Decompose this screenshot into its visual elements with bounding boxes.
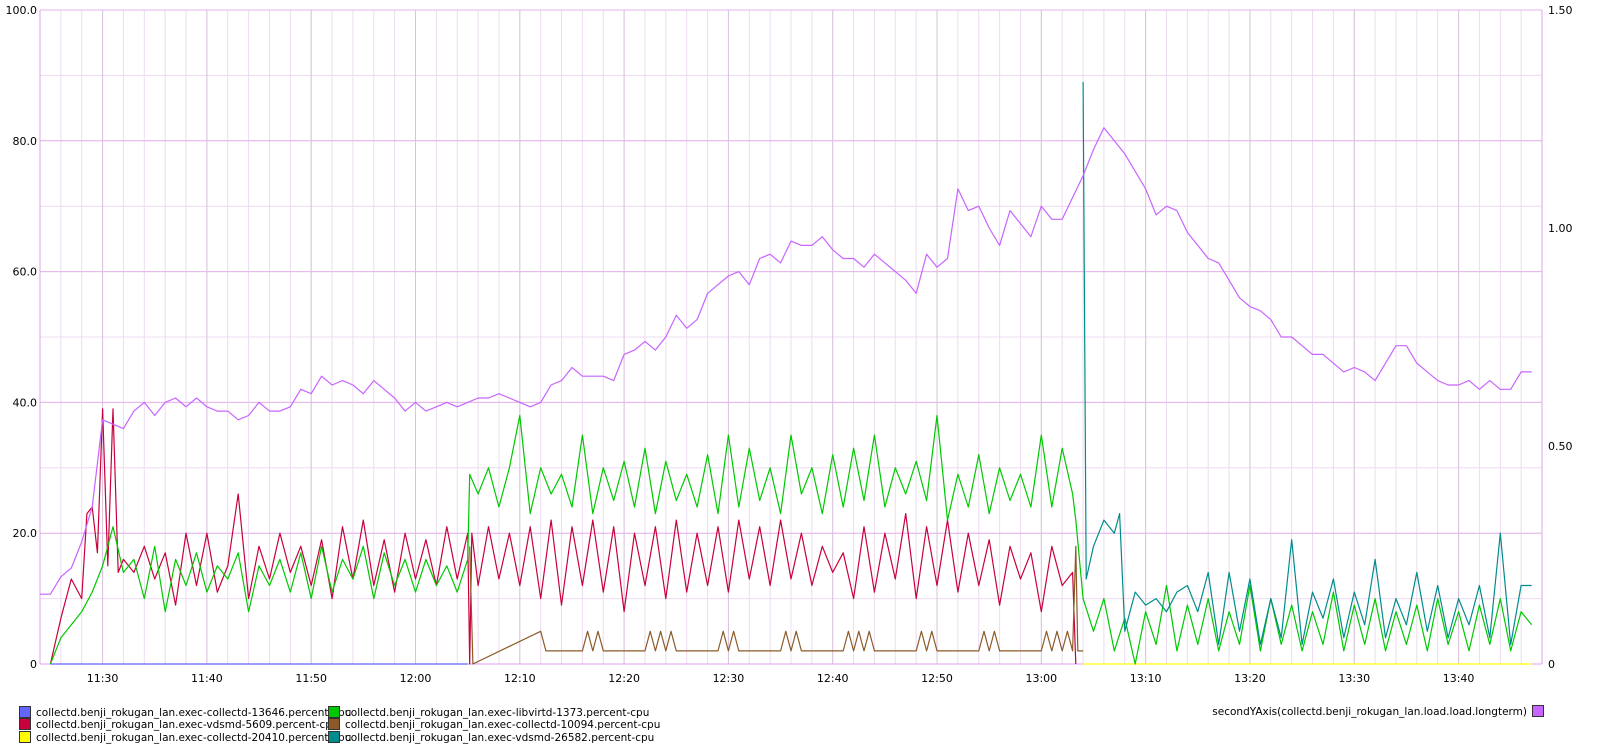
line-chart: 0 20.0 40.0 60.0 80.0 100.0 0 0.50 1.00 1.50 11:30…: [6, 4, 1573, 685]
y-left-tick-label: 0: [30, 658, 37, 671]
y-left-tick-label: 20.0: [13, 527, 38, 540]
legend-label: collectd.benji_rokugan_lan.exec-collectd…: [36, 707, 352, 719]
legend-label: collectd.benji_rokugan_lan.exec-collectd…: [36, 732, 352, 744]
y-left-tick-label: 40.0: [13, 396, 38, 409]
series-line-5: [469, 545, 1084, 665]
x-tick-label: 12:50: [921, 672, 953, 685]
x-tick-label: 13:20: [1234, 672, 1266, 685]
x-tick-label: 13:30: [1338, 672, 1370, 685]
legend-label: collectd.benji_rokugan_lan.exec-vdsmd-26…: [345, 732, 655, 744]
x-tick-label: 12:00: [400, 672, 432, 685]
y-right-tick-label: 1.00: [1548, 222, 1573, 235]
x-tick-label: 12:20: [608, 672, 640, 685]
legend-item: collectd.benji_rokugan_lan.exec-collectd…: [19, 731, 351, 744]
legend-item: collectd.benji_rokugan_lan.exec-vdsmd-56…: [19, 718, 339, 731]
legend: collectd.benji_rokugan_lan.exec-collectd…: [0, 705, 1613, 755]
legend-swatch: [1532, 705, 1544, 717]
series-line-2: [49, 408, 1077, 665]
legend-item: collectd.benji_rokugan_lan.exec-vdsmd-26…: [328, 731, 654, 744]
y-left-tick-label: 80.0: [13, 135, 38, 148]
legend-label: collectd.benji_rokugan_lan.exec-libvirtd…: [345, 707, 650, 719]
x-tick-label: 13:10: [1130, 672, 1162, 685]
legend-item: collectd.benji_rokugan_lan.exec-libvirtd…: [328, 706, 649, 719]
legend-swatch: [19, 718, 31, 730]
x-tick-label: 12:30: [713, 672, 745, 685]
tick-labels: 0 20.0 40.0 60.0 80.0 100.0 0 0.50 1.00 1.50 11:30…: [6, 4, 1573, 685]
x-tick-label: 13:00: [1025, 672, 1057, 685]
series-lines: [40, 81, 1533, 665]
x-tick-label: 12:10: [504, 672, 536, 685]
x-tick-label: 11:30: [87, 672, 119, 685]
legend-label: secondYAxis(collectd.benji_rokugan_lan.l…: [1212, 706, 1527, 718]
y-left-tick-label: 60.0: [13, 266, 38, 279]
legend-swatch: [19, 731, 31, 743]
y-right-tick-label: 0: [1548, 658, 1555, 671]
legend-swatch: [328, 718, 340, 730]
x-tick-label: 13:40: [1443, 672, 1475, 685]
y-right-tick-label: 0.50: [1548, 440, 1573, 453]
x-tick-label: 11:50: [295, 672, 327, 685]
y-left-tick-label: 100.0: [6, 4, 38, 17]
series-line-4: [49, 414, 1533, 665]
series-line-7: [40, 127, 1532, 595]
x-tick-label: 11:40: [191, 672, 223, 685]
legend-item: collectd.benji_rokugan_lan.exec-collectd…: [19, 706, 351, 719]
legend-label: collectd.benji_rokugan_lan.exec-vdsmd-56…: [36, 719, 339, 731]
legend-swatch: [328, 706, 340, 718]
legend-item: collectd.benji_rokugan_lan.exec-collectd…: [328, 718, 660, 731]
y-right-tick-label: 1.50: [1548, 4, 1573, 17]
x-tick-label: 12:40: [817, 672, 849, 685]
legend-swatch: [328, 731, 340, 743]
series-line-6: [1082, 81, 1532, 646]
legend-label: collectd.benji_rokugan_lan.exec-collectd…: [345, 719, 661, 731]
legend-swatch: [19, 706, 31, 718]
legend-item: secondYAxis(collectd.benji_rokugan_lan.l…: [1212, 705, 1544, 718]
